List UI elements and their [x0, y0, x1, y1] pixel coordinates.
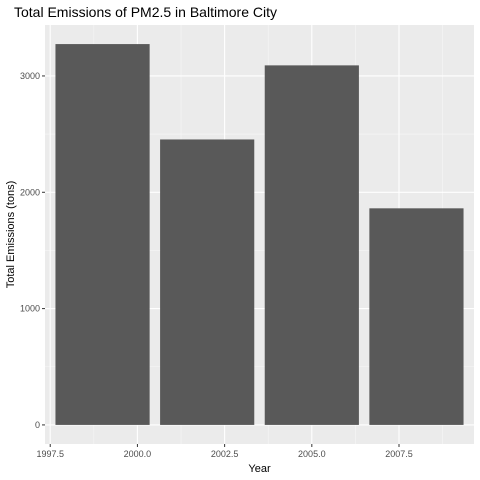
y-tick-label: 2000 [20, 187, 40, 197]
y-axis-title: Total Emissions (tons) [5, 181, 17, 289]
x-tick-label: 2005.0 [298, 449, 326, 459]
bar-2002 [160, 139, 255, 425]
x-tick-label: 2002.5 [211, 449, 239, 459]
y-axis-ticks: 0 1000 2000 3000 [20, 71, 45, 430]
bar-2005 [264, 65, 359, 425]
y-tick-label: 1000 [20, 304, 40, 314]
x-axis-title: Year [248, 463, 271, 475]
x-axis-ticks: 1997.5 2000.0 2002.5 2005.0 2007.5 [36, 444, 413, 459]
bars [55, 44, 464, 425]
y-tick-label: 0 [35, 420, 40, 430]
x-tick-label: 1997.5 [36, 449, 64, 459]
y-tick-label: 3000 [20, 71, 40, 81]
chart-title: Total Emissions of PM2.5 in Baltimore Ci… [14, 4, 277, 20]
x-tick-label: 2007.5 [385, 449, 413, 459]
bar-1999 [55, 44, 150, 425]
bar-2008 [369, 208, 464, 425]
x-tick-label: 2000.0 [124, 449, 152, 459]
